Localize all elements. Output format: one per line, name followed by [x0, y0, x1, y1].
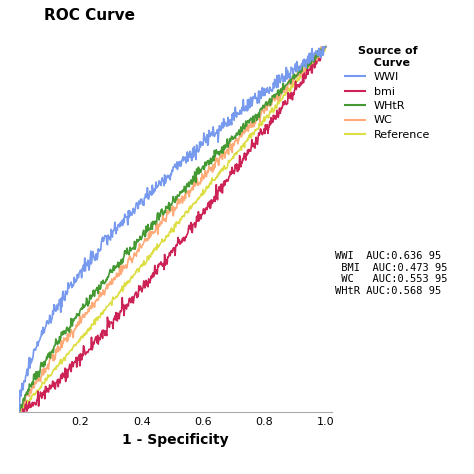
X-axis label: 1 - Specificity: 1 - Specificity [122, 433, 228, 447]
Text: ROC Curve: ROC Curve [44, 8, 135, 23]
Legend: WWI, bmi, WHtR, WC, Reference: WWI, bmi, WHtR, WC, Reference [340, 42, 435, 145]
Text: WWI  AUC:0.636 95
 BMI  AUC:0.473 95
 WC   AUC:0.553 95
WHtR AUC:0.568 95: WWI AUC:0.636 95 BMI AUC:0.473 95 WC AUC… [335, 251, 447, 296]
